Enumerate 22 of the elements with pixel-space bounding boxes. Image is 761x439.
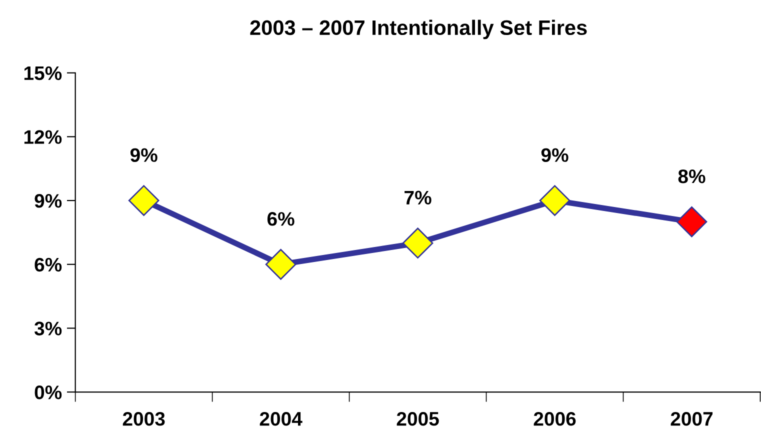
- point: [402, 228, 434, 259]
- y-tick-label: 0%: [34, 385, 62, 400]
- y-tick-label: 15%: [24, 66, 62, 80]
- point: [676, 206, 708, 238]
- x-tick-label: 2004: [260, 412, 302, 426]
- data-label: 7%: [404, 190, 432, 204]
- x-tick-label: 2006: [534, 412, 576, 426]
- y-tick-label: 6%: [34, 258, 62, 272]
- x-tick-label: 2007: [670, 412, 713, 426]
- y-tick-label: 3%: [34, 322, 62, 336]
- x-tick-label: 2003: [122, 412, 165, 426]
- data-label: 6%: [267, 212, 294, 226]
- data-label: 9%: [541, 148, 568, 162]
- point: [128, 185, 160, 216]
- x-tick-label: 2005: [396, 412, 439, 426]
- point: [539, 185, 570, 216]
- y-tick-label: 9%: [34, 194, 62, 208]
- data-label: 9%: [130, 148, 158, 162]
- y-tick-label: 12%: [24, 130, 62, 144]
- chart-title: 2003 – 2007 Intentionally Set Fires: [250, 20, 587, 40]
- point: [265, 248, 296, 280]
- data-label: 8%: [678, 169, 706, 184]
